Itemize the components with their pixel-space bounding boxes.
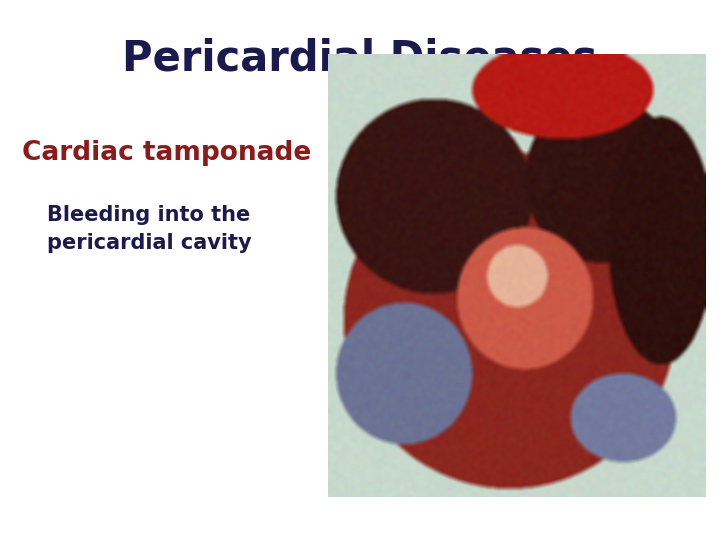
Text: Cardiac tamponade: Cardiac tamponade [22,140,311,166]
Text: Pericardial Diseases: Pericardial Diseases [122,38,598,80]
Text: Bleeding into the
pericardial cavity: Bleeding into the pericardial cavity [47,205,251,253]
